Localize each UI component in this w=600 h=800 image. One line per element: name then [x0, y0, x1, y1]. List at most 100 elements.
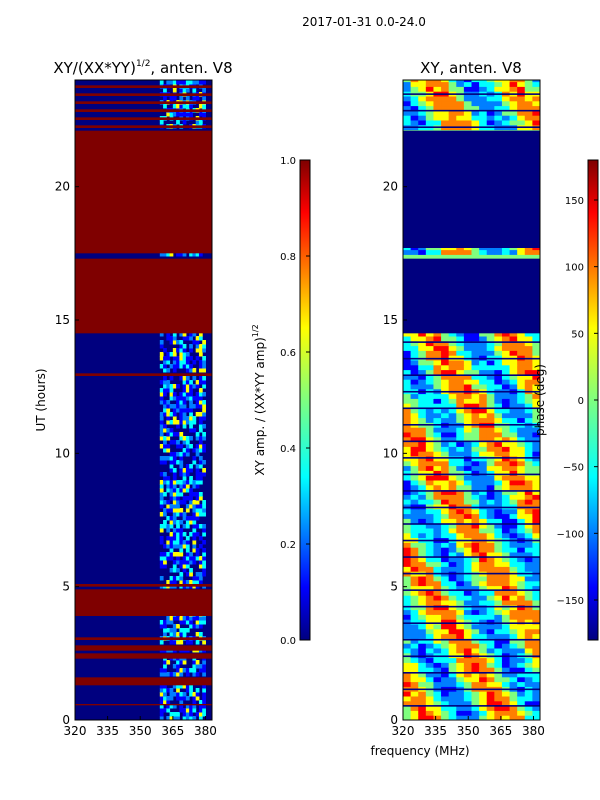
- phase-cell: [524, 480, 533, 486]
- phase-cell: [471, 417, 480, 423]
- phase-cell: [448, 446, 457, 452]
- phase-cell: [463, 436, 472, 443]
- phase-cell: [494, 547, 503, 553]
- amplitude-cell: [182, 408, 187, 413]
- phase-cell: [448, 672, 457, 678]
- phase-cell: [433, 552, 442, 558]
- amplitude-cell: [185, 436, 190, 441]
- amplitude-cell: [202, 364, 206, 369]
- phase-cell: [463, 561, 472, 567]
- phase-cell: [532, 528, 540, 534]
- amplitude-cell: [185, 544, 190, 549]
- phase-cell: [433, 672, 442, 678]
- phase-cell: [448, 393, 457, 399]
- phase-cell: [471, 556, 480, 563]
- phase-cell: [463, 504, 472, 510]
- phase-cell: [509, 393, 518, 399]
- phase-cell: [418, 648, 427, 654]
- amplitude-cell: [163, 556, 167, 561]
- phase-cell: [494, 494, 503, 500]
- phase-cell: [486, 561, 495, 567]
- phase-cell: [524, 451, 533, 457]
- phase-cell: [509, 100, 518, 107]
- amplitude-saturated-block: [75, 258, 212, 334]
- phase-cell: [471, 475, 480, 481]
- amplitude-cell: [179, 696, 184, 701]
- phase-cell: [448, 528, 457, 534]
- phase-cell: [471, 120, 480, 126]
- phase-cell: [456, 518, 465, 524]
- phase-cell: [486, 446, 495, 452]
- phase-cell: [456, 542, 465, 548]
- amplitude-saturated-block: [75, 637, 212, 640]
- phase-cell: [532, 643, 540, 649]
- phase-cell: [524, 556, 533, 563]
- amplitude-saturated-line: [75, 109, 212, 112]
- phase-cell: [517, 436, 526, 443]
- phase-cell: [410, 705, 419, 711]
- amplitude-cell: [169, 432, 174, 437]
- phase-cell: [410, 379, 419, 385]
- amplitude-cell: [179, 344, 184, 349]
- phase-cell: [441, 705, 450, 711]
- phase-cell: [418, 590, 427, 596]
- amplitude-cell: [159, 688, 164, 693]
- phase-cell: [479, 508, 488, 515]
- phase-cell: [486, 609, 495, 615]
- phase-cell: [463, 619, 472, 625]
- amplitude-cell: [192, 460, 197, 465]
- amplitude-cell: [182, 416, 187, 421]
- phase-cell: [441, 432, 450, 438]
- amplitude-cell: [185, 440, 190, 445]
- phase-cell: [509, 364, 518, 371]
- phase-cell: [494, 657, 503, 663]
- figure-suptitle: 2017-01-31 0.0-24.0: [302, 15, 426, 29]
- phase-cell: [486, 691, 495, 697]
- amplitude-cell: [192, 524, 197, 529]
- amplitude-cell: [182, 452, 187, 457]
- phase-cell: [433, 350, 442, 356]
- phase-cell: [509, 595, 518, 601]
- amplitude-cell: [176, 460, 180, 465]
- phase-cell: [410, 374, 419, 380]
- phase-cell: [479, 638, 488, 644]
- phase-flagged-line: [403, 390, 540, 393]
- phase-cell: [410, 331, 419, 337]
- amplitude-cell: [185, 368, 190, 373]
- amplitude-cell: [192, 416, 197, 421]
- phase-cell: [410, 100, 419, 107]
- phase-ytick-label: 10: [383, 446, 398, 460]
- phase-cell: [418, 523, 427, 529]
- amplitude-cell: [163, 424, 167, 429]
- phase-cell: [471, 105, 480, 111]
- phase-cell: [517, 465, 526, 471]
- phase-cell: [425, 652, 434, 659]
- amplitude-cell: [185, 488, 190, 493]
- amplitude-cell: [202, 552, 206, 557]
- phase-cell: [425, 523, 434, 529]
- phase-cell: [433, 652, 442, 659]
- phase-cell: [471, 100, 480, 107]
- amplitude-cell: [195, 344, 200, 349]
- amplitude-cell: [179, 472, 184, 477]
- amplitude-cell: [172, 516, 177, 521]
- phase-cell: [509, 633, 518, 639]
- amplitude-cell: [195, 432, 200, 437]
- amplitude-cell: [185, 472, 190, 477]
- amplitude-cell: [189, 332, 193, 337]
- phase-cell: [418, 633, 427, 639]
- phase-cell: [494, 518, 503, 524]
- phase-cell: [501, 86, 511, 92]
- phase-cell: [471, 532, 480, 539]
- amplitude-cell: [172, 404, 177, 409]
- amplitude-cell: [159, 696, 164, 701]
- phase-cell: [494, 374, 503, 380]
- phase-cell: [479, 427, 488, 433]
- phase-cell: [501, 355, 511, 361]
- phase-cell: [486, 105, 495, 111]
- phase-cell: [403, 580, 412, 587]
- amplitude-cell: [159, 436, 164, 441]
- amplitude-cell: [189, 380, 193, 385]
- phase-cell: [418, 624, 427, 630]
- phase-cell: [433, 700, 442, 707]
